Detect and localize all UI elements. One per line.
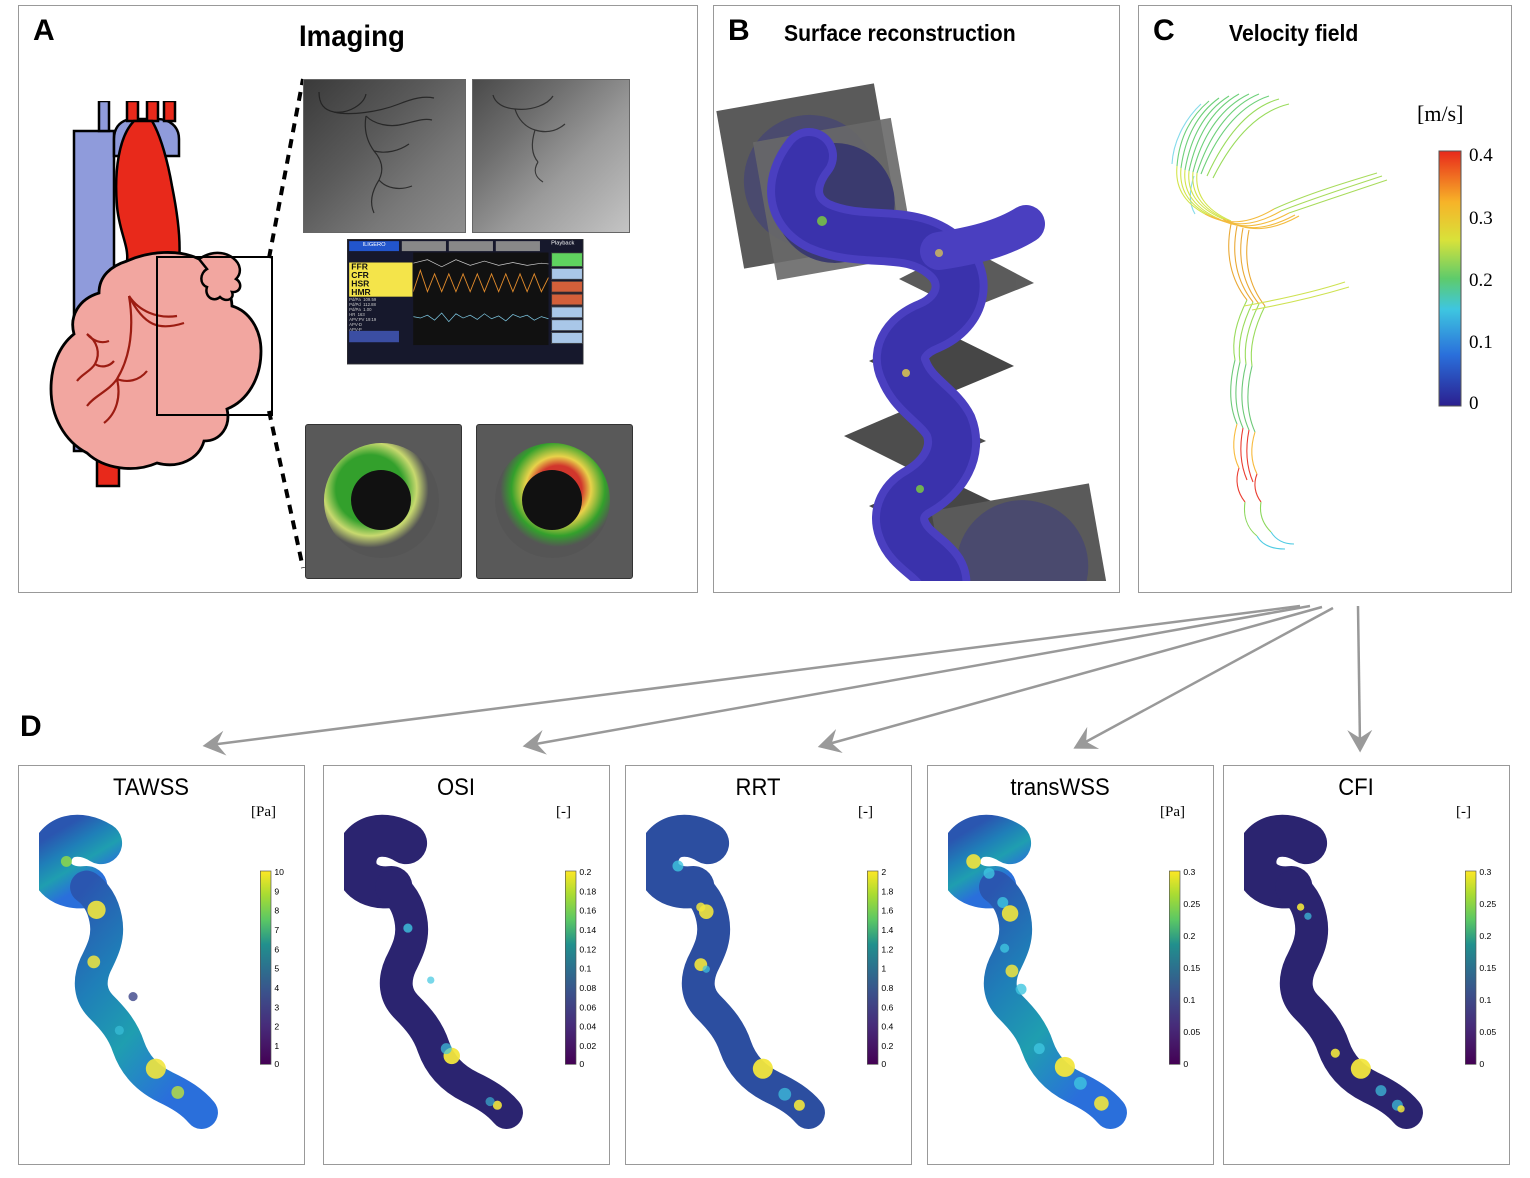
svg-text:0.1: 0.1 — [1183, 995, 1195, 1005]
svg-text:0: 0 — [881, 1059, 886, 1069]
svg-text:0.8: 0.8 — [881, 983, 893, 993]
svg-text:1.4: 1.4 — [881, 925, 893, 935]
svg-text:0.25: 0.25 — [1479, 899, 1496, 909]
svg-text:5: 5 — [274, 964, 279, 974]
svg-text:0.18: 0.18 — [579, 886, 596, 896]
svg-text:0.2: 0.2 — [1479, 931, 1491, 941]
svg-text:2: 2 — [274, 1022, 279, 1032]
svg-text:0: 0 — [579, 1059, 584, 1069]
svg-text:0.05: 0.05 — [1183, 1027, 1200, 1037]
svg-text:1: 1 — [881, 964, 886, 974]
svg-text:0.04: 0.04 — [579, 1022, 596, 1032]
svg-text:0.14: 0.14 — [579, 925, 596, 935]
svg-text:4: 4 — [274, 983, 279, 993]
svg-text:0.02: 0.02 — [579, 1041, 596, 1051]
svg-text:1: 1 — [274, 1041, 279, 1051]
svg-text:0.16: 0.16 — [579, 906, 596, 916]
svg-text:0.1: 0.1 — [1479, 995, 1491, 1005]
svg-text:2: 2 — [881, 867, 886, 877]
svg-text:0.25: 0.25 — [1183, 899, 1200, 909]
svg-text:10: 10 — [274, 867, 284, 877]
svg-text:0.2: 0.2 — [881, 1041, 893, 1051]
svg-text:0.12: 0.12 — [579, 944, 596, 954]
svg-text:1.8: 1.8 — [881, 886, 893, 896]
svg-text:0: 0 — [1183, 1059, 1188, 1069]
svg-text:0.15: 0.15 — [1479, 963, 1496, 973]
svg-text:1.2: 1.2 — [881, 944, 893, 954]
svg-text:8: 8 — [274, 906, 279, 916]
svg-text:1.6: 1.6 — [881, 906, 893, 916]
svg-text:9: 9 — [274, 886, 279, 896]
svg-text:0.3: 0.3 — [1183, 867, 1195, 877]
svg-text:0.06: 0.06 — [579, 1002, 596, 1012]
svg-text:0.05: 0.05 — [1479, 1027, 1496, 1037]
svg-text:0.3: 0.3 — [1479, 867, 1491, 877]
svg-text:0.1: 0.1 — [579, 964, 591, 974]
svg-text:0.2: 0.2 — [579, 867, 591, 877]
svg-text:0: 0 — [274, 1059, 279, 1069]
svg-text:0.4: 0.4 — [881, 1022, 893, 1032]
svg-text:0.6: 0.6 — [881, 1002, 893, 1012]
svg-text:3: 3 — [274, 1002, 279, 1012]
svg-text:0: 0 — [1479, 1059, 1484, 1069]
svg-text:0.15: 0.15 — [1183, 963, 1200, 973]
svg-text:7: 7 — [274, 925, 279, 935]
svg-text:0.08: 0.08 — [579, 983, 596, 993]
svg-text:0.2: 0.2 — [1183, 931, 1195, 941]
svg-text:6: 6 — [274, 944, 279, 954]
